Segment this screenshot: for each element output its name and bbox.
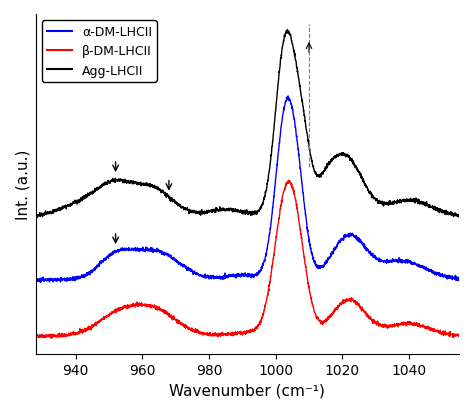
X-axis label: Wavenumber (cm⁻¹): Wavenumber (cm⁻¹) [169, 383, 325, 398]
Legend: α-DM-LHCII, β-DM-LHCII, Agg-LHCII: α-DM-LHCII, β-DM-LHCII, Agg-LHCII [42, 21, 157, 83]
Y-axis label: Int. (a.u.): Int. (a.u.) [15, 150, 30, 220]
